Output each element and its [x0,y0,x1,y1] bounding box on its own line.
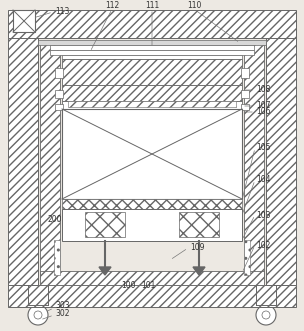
Bar [38,40,266,45]
Polygon shape [99,267,111,275]
Text: 302: 302 [55,308,70,317]
Text: 112: 112 [105,2,119,11]
Text: 106: 106 [256,108,271,117]
Bar [55,90,63,98]
Bar [8,10,296,38]
Bar [179,212,219,237]
Circle shape [192,217,206,231]
Bar [62,199,242,209]
Bar [266,25,296,285]
Bar [62,59,242,85]
Bar [62,101,242,109]
Text: 303: 303 [55,301,70,309]
Bar [8,285,296,307]
Text: 101: 101 [141,281,155,291]
Text: 113: 113 [55,8,69,17]
Bar [62,209,242,241]
Bar [55,104,63,110]
Bar [40,271,264,285]
Bar [8,25,38,285]
Circle shape [262,311,270,319]
Bar [40,43,60,279]
Circle shape [256,305,276,325]
Text: 102: 102 [256,241,270,250]
Text: 100: 100 [121,281,135,291]
Circle shape [98,217,112,231]
Bar [62,109,242,199]
Text: 107: 107 [256,102,271,111]
Bar [13,10,35,32]
Circle shape [28,305,48,325]
Bar [241,90,249,98]
Text: 104: 104 [256,175,271,184]
Bar [244,43,264,279]
Bar [85,212,125,237]
Bar [68,101,236,107]
Bar [62,85,242,101]
Bar [54,240,60,275]
Text: 111: 111 [145,2,159,11]
Bar [62,55,242,59]
Circle shape [34,311,42,319]
Text: 105: 105 [256,144,271,153]
Text: 110: 110 [187,2,201,11]
Text: 103: 103 [256,211,271,219]
Text: 108: 108 [256,85,270,94]
Bar [244,240,250,275]
Bar [241,104,249,110]
Text: 200: 200 [47,215,61,224]
Bar [50,50,254,55]
Bar [241,68,249,78]
Polygon shape [193,267,205,275]
Bar [50,45,254,50]
Bar [55,68,63,78]
Text: 109: 109 [190,244,205,253]
